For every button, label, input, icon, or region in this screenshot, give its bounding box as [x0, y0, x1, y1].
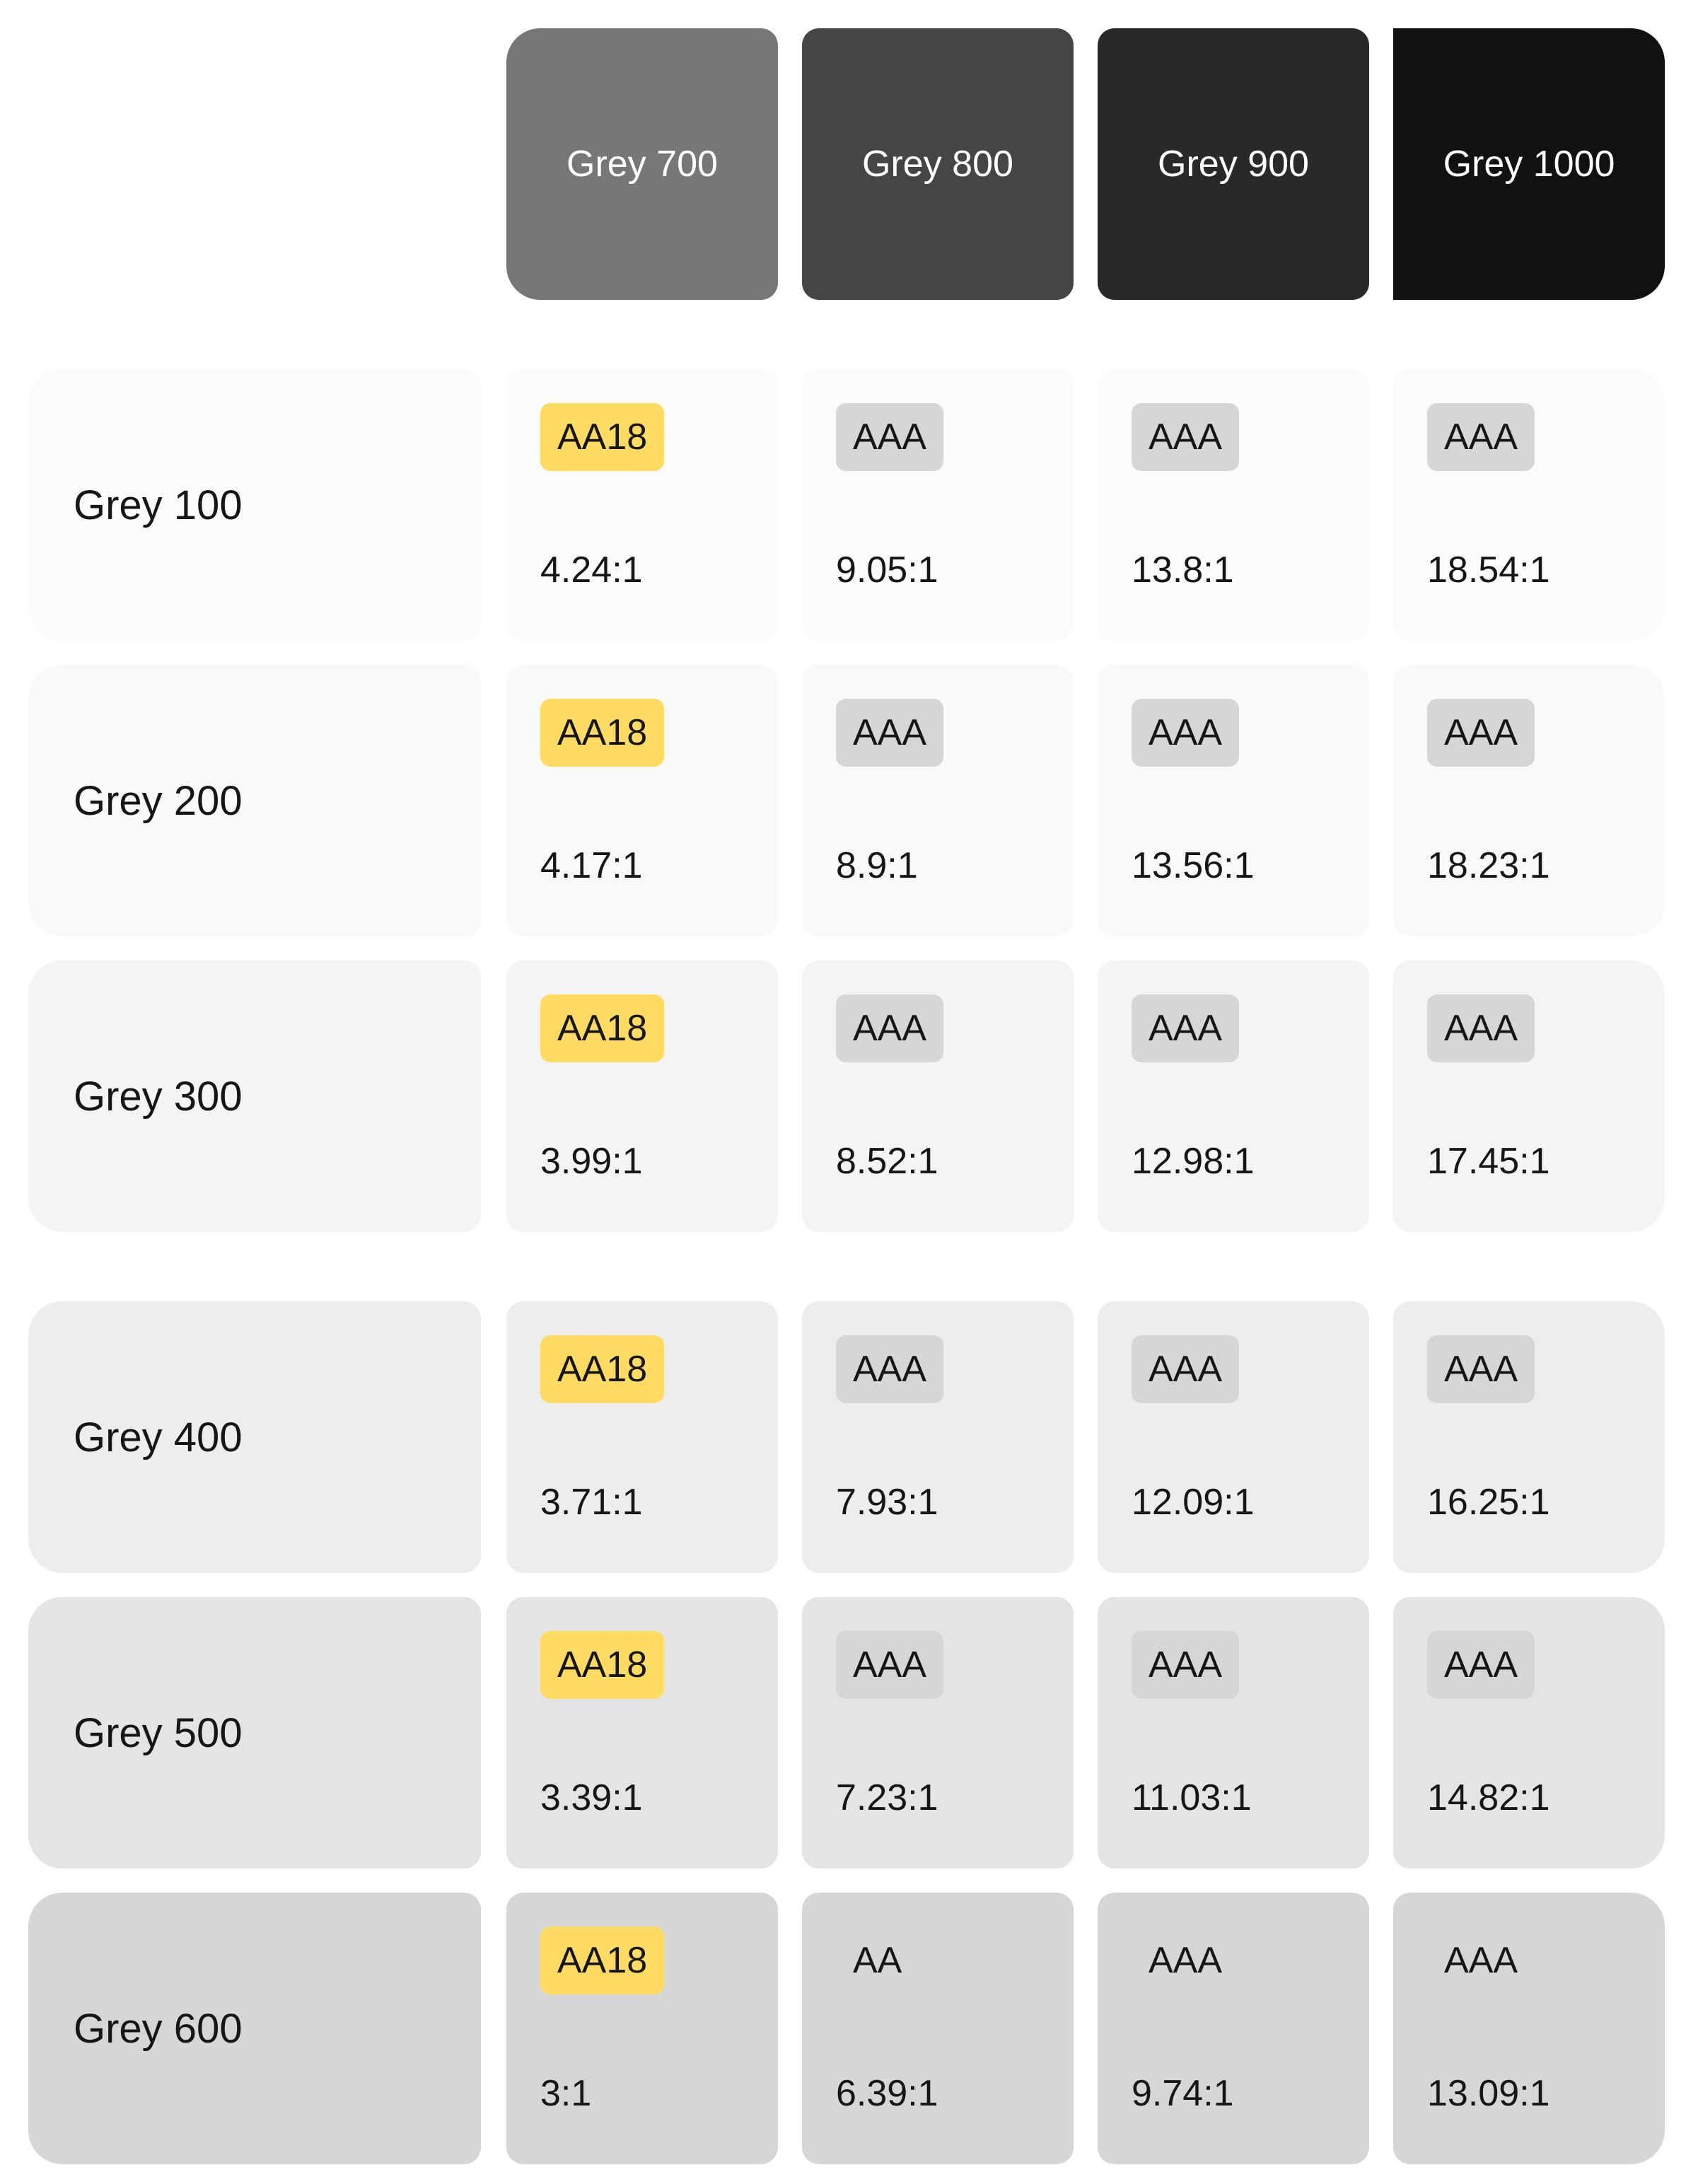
- contrast-cell: AA 6.39:1: [802, 1893, 1074, 2164]
- contrast-cell: AA18 3.39:1: [506, 1597, 778, 1869]
- contrast-ratio: 13.56:1: [1132, 845, 1255, 886]
- row-header: Grey 100: [28, 369, 481, 641]
- contrast-ratio: 3.39:1: [540, 1777, 643, 1818]
- wcag-level-badge: AA18: [540, 1927, 665, 1994]
- column-header: Grey 700: [506, 28, 778, 300]
- wcag-level-badge: AA18: [540, 994, 665, 1062]
- contrast-cell: AA18 4.17:1: [506, 665, 778, 936]
- contrast-cell: AA18 4.24:1: [506, 369, 778, 641]
- wcag-level-badge: AA18: [540, 1631, 665, 1699]
- wcag-level-badge: AAA: [836, 403, 944, 471]
- contrast-ratio: 7.93:1: [836, 1482, 938, 1523]
- row-header-label: Grey 500: [74, 1709, 243, 1756]
- wcag-level-badge: AAA: [836, 699, 944, 767]
- column-header-label: Grey 700: [566, 144, 718, 185]
- wcag-level-badge: AAA: [1427, 1335, 1535, 1403]
- row-header-label: Grey 200: [74, 777, 243, 824]
- wcag-level-badge: AA: [853, 1940, 902, 1981]
- wcag-level-badge: AAA: [1132, 1335, 1240, 1403]
- wcag-level-badge: AAA: [836, 1335, 944, 1403]
- contrast-ratio: 8.9:1: [836, 845, 918, 886]
- contrast-cell: AAA 7.23:1: [802, 1597, 1074, 1869]
- contrast-cell: AAA 18.23:1: [1393, 665, 1665, 936]
- contrast-ratio: 18.23:1: [1427, 845, 1550, 886]
- wcag-level-badge: AAA: [1427, 1631, 1535, 1699]
- contrast-cell: AAA 12.09:1: [1098, 1301, 1369, 1573]
- row-header: Grey 500: [28, 1597, 481, 1869]
- column-header: Grey 1000: [1393, 28, 1665, 300]
- contrast-ratio: 12.09:1: [1132, 1482, 1255, 1523]
- contrast-ratio: 3:1: [540, 2073, 592, 2114]
- contrast-ratio: 14.82:1: [1427, 1777, 1550, 1818]
- contrast-ratio: 4.17:1: [540, 845, 643, 886]
- contrast-cell: AA18 3.71:1: [506, 1301, 778, 1573]
- contrast-cell: AAA 12.98:1: [1098, 960, 1369, 1232]
- wcag-level-badge: AAA: [1427, 994, 1535, 1062]
- row-header: Grey 600: [28, 1893, 481, 2164]
- contrast-cell: AA18 3.99:1: [506, 960, 778, 1232]
- contrast-cell: AAA 13.09:1: [1393, 1893, 1665, 2164]
- contrast-ratio: 6.39:1: [836, 2073, 938, 2114]
- wcag-level-badge: AAA: [836, 994, 944, 1062]
- contrast-ratio: 9.05:1: [836, 550, 938, 591]
- contrast-cell: AAA 13.56:1: [1098, 665, 1369, 936]
- contrast-cell: AAA 9.05:1: [802, 369, 1074, 641]
- column-header-label: Grey 1000: [1443, 144, 1615, 185]
- wcag-level-badge: AAA: [1132, 994, 1240, 1062]
- row-header-label: Grey 600: [74, 2005, 243, 2052]
- wcag-level-badge: AAA: [1427, 403, 1535, 471]
- contrast-ratio: 8.52:1: [836, 1141, 938, 1182]
- row-header-label: Grey 300: [74, 1073, 243, 1120]
- wcag-level-badge: AAA: [1132, 1631, 1240, 1699]
- contrast-cell: AAA 18.54:1: [1393, 369, 1665, 641]
- contrast-cell: AAA 17.45:1: [1393, 960, 1665, 1232]
- row-header-label: Grey 400: [74, 1414, 243, 1460]
- contrast-ratio: 3.71:1: [540, 1482, 643, 1523]
- wcag-level-badge: AAA: [1149, 1940, 1223, 1981]
- contrast-cell: AAA 16.25:1: [1393, 1301, 1665, 1573]
- contrast-cell: AAA 8.9:1: [802, 665, 1074, 936]
- column-header: Grey 800: [802, 28, 1074, 300]
- contrast-cell: AAA 7.93:1: [802, 1301, 1074, 1573]
- contrast-ratio: 16.25:1: [1427, 1482, 1550, 1523]
- contrast-cell: AA18 3:1: [506, 1893, 778, 2164]
- column-header-label: Grey 900: [1158, 144, 1309, 185]
- row-header: Grey 200: [28, 665, 481, 936]
- wcag-level-badge: AA18: [540, 1335, 665, 1403]
- wcag-level-badge: AAA: [836, 1631, 944, 1699]
- contrast-cell: AAA 14.82:1: [1393, 1597, 1665, 1869]
- contrast-ratio: 4.24:1: [540, 550, 643, 591]
- wcag-level-badge: AAA: [1132, 699, 1240, 767]
- contrast-cell: AAA 8.52:1: [802, 960, 1074, 1232]
- wcag-level-badge: AA18: [540, 403, 665, 471]
- column-header-label: Grey 800: [862, 144, 1013, 185]
- contrast-ratio: 12.98:1: [1132, 1141, 1255, 1182]
- contrast-ratio: 9.74:1: [1132, 2073, 1234, 2114]
- contrast-ratio: 11.03:1: [1132, 1777, 1252, 1818]
- row-header: Grey 400: [28, 1301, 481, 1573]
- row-header-label: Grey 100: [74, 482, 243, 528]
- contrast-cell: AAA 9.74:1: [1098, 1893, 1369, 2164]
- wcag-level-badge: AAA: [1444, 1940, 1518, 1981]
- wcag-level-badge: AA18: [540, 699, 665, 767]
- contrast-cell: AAA 13.8:1: [1098, 369, 1369, 641]
- contrast-ratio: 18.54:1: [1427, 550, 1550, 591]
- contrast-ratio: 13.09:1: [1427, 2073, 1550, 2114]
- column-header: Grey 900: [1098, 28, 1369, 300]
- wcag-level-badge: AAA: [1427, 699, 1535, 767]
- contrast-ratio: 17.45:1: [1427, 1141, 1550, 1182]
- contrast-ratio: 13.8:1: [1132, 550, 1234, 591]
- contrast-ratio: 3.99:1: [540, 1141, 643, 1182]
- wcag-level-badge: AAA: [1132, 403, 1240, 471]
- row-header: Grey 300: [28, 960, 481, 1232]
- contrast-cell: AAA 11.03:1: [1098, 1597, 1369, 1869]
- contrast-ratio: 7.23:1: [836, 1777, 938, 1818]
